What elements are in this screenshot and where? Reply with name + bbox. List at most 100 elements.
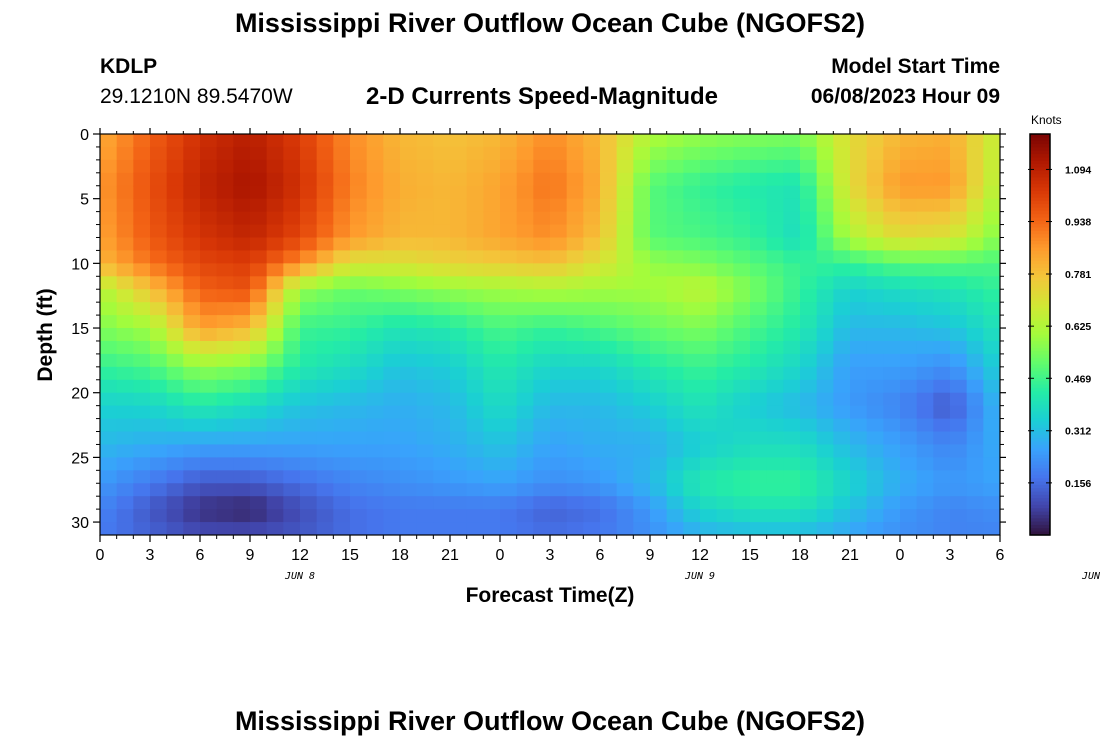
heatmap-cell: [366, 198, 384, 213]
heatmap-cell: [383, 392, 401, 407]
heatmap-cell: [866, 470, 884, 484]
heatmap-cell: [616, 302, 634, 316]
heatmap-cell: [733, 146, 751, 161]
heatmap-cell: [500, 276, 518, 290]
colorbar-swatch: [1030, 341, 1050, 346]
heatmap-cell: [433, 340, 451, 355]
heatmap-cell: [933, 418, 951, 433]
heatmap-cell: [233, 211, 251, 226]
heatmap-cell: [816, 483, 834, 497]
heatmap-cell: [966, 302, 984, 316]
heatmap-cell: [133, 237, 151, 252]
heatmap-cell: [333, 263, 351, 277]
heatmap-cell: [766, 146, 784, 161]
heatmap-cell: [950, 276, 968, 290]
heatmap-cell: [266, 198, 284, 213]
heatmap-cell: [616, 353, 634, 368]
heatmap-cell: [766, 185, 784, 200]
heatmap-cell: [416, 263, 434, 277]
heatmap-cell: [466, 457, 484, 471]
heatmap-cell: [333, 470, 351, 484]
heatmap-cell: [583, 366, 601, 381]
heatmap-cell: [133, 483, 151, 497]
heatmap-cell: [716, 224, 734, 239]
x-tick-label: 3: [146, 547, 155, 564]
colorbar-swatch: [1030, 491, 1050, 496]
heatmap-cell: [783, 198, 801, 213]
heatmap-cell: [883, 263, 901, 277]
heatmap-cell: [416, 379, 434, 394]
heatmap-cell: [883, 431, 901, 446]
heatmap-cell: [100, 289, 118, 303]
x-tick-label: 9: [246, 547, 255, 564]
colorbar-swatch: [1030, 154, 1050, 158]
colorbar-swatch: [1030, 344, 1050, 349]
heatmap-cell: [950, 470, 968, 484]
heatmap-cell: [133, 146, 151, 161]
heatmap-cell: [483, 418, 501, 433]
heatmap-cell: [600, 237, 618, 252]
heatmap-cell: [233, 159, 251, 174]
heatmap-cell: [900, 444, 918, 458]
heatmap-cell: [166, 237, 184, 252]
heatmap-cell: [150, 340, 168, 355]
heatmap-cell: [583, 289, 601, 303]
heatmap-cell: [233, 263, 251, 277]
heatmap-cell: [700, 457, 718, 471]
heatmap-cell: [350, 224, 368, 239]
heatmap-cell: [416, 172, 434, 187]
heatmap-cell: [750, 276, 768, 290]
heatmap-cell: [850, 431, 868, 446]
heatmap-cell: [883, 185, 901, 200]
heatmap-cell: [633, 444, 651, 458]
heatmap-cell: [516, 198, 534, 213]
heatmap-cell: [850, 198, 868, 213]
heatmap-cell: [683, 146, 701, 161]
colorbar-swatch: [1030, 411, 1050, 416]
heatmap-cell: [733, 340, 751, 355]
heatmap-cell: [533, 418, 551, 433]
heatmap-cell: [983, 185, 1000, 200]
heatmap-cell: [516, 418, 534, 433]
heatmap-cell: [966, 379, 984, 394]
heatmap-cell: [133, 328, 151, 342]
heatmap-cell: [350, 328, 368, 342]
heatmap-cell: [733, 328, 751, 342]
heatmap-cell: [850, 250, 868, 264]
heatmap-cell: [950, 509, 968, 523]
heatmap-cell: [300, 509, 318, 523]
chart-title: Mississippi River Outflow Ocean Cube (NG…: [234, 8, 866, 38]
heatmap-cell: [733, 159, 751, 174]
heatmap-cell: [916, 496, 934, 510]
heatmap-cell: [183, 198, 201, 213]
heatmap-cell: [133, 211, 151, 226]
heatmap-cell: [650, 431, 668, 446]
heatmap-cell: [533, 379, 551, 394]
heatmap-cell: [616, 250, 634, 264]
heatmap-cell: [766, 134, 784, 148]
heatmap-cell: [100, 302, 118, 316]
heatmap-cell: [766, 302, 784, 316]
heatmap-cell: [516, 211, 534, 226]
heatmap-cell: [116, 366, 134, 381]
heatmap-cell: [466, 185, 484, 200]
heatmap-cell: [933, 509, 951, 523]
heatmap-cell: [850, 457, 868, 471]
heatmap-cell: [750, 340, 768, 355]
heatmap-cell: [983, 470, 1000, 484]
heatmap-cell: [533, 276, 551, 290]
colorbar-tick-label: 0.781: [1065, 269, 1091, 281]
heatmap-cell: [533, 172, 551, 187]
heatmap-cell: [350, 379, 368, 394]
heatmap-cell: [750, 353, 768, 368]
heatmap-cell: [850, 302, 868, 316]
heatmap-cell: [316, 483, 334, 497]
heatmap-cell: [366, 392, 384, 407]
heatmap-cell: [616, 172, 634, 187]
heatmap-cell: [816, 470, 834, 484]
heatmap-cell: [716, 276, 734, 290]
heatmap-cell: [233, 509, 251, 523]
heatmap-cell: [166, 172, 184, 187]
heatmap-cell: [200, 483, 218, 497]
colorbar-swatch: [1030, 501, 1050, 506]
